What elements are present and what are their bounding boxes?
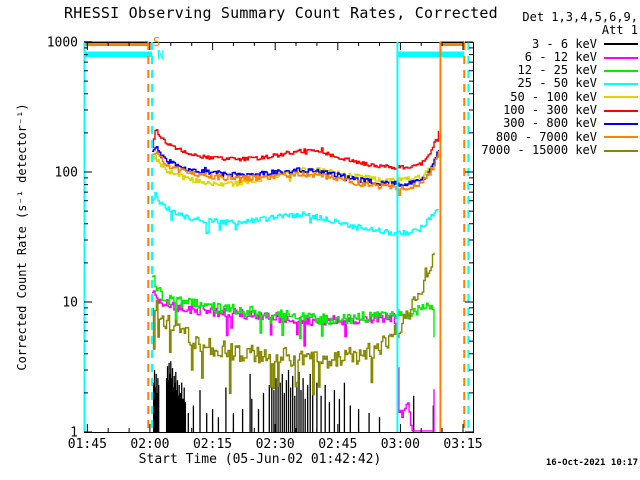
series-100-300keV bbox=[152, 129, 440, 170]
legend-entry-line bbox=[604, 69, 638, 72]
flag-bar-night bbox=[84, 51, 153, 57]
legend-entry-label: 12 - 25 keV bbox=[517, 63, 597, 78]
legend-attenuator-line: Att 1 bbox=[601, 23, 638, 38]
legend-entry-label: 300 - 800 keV bbox=[503, 116, 597, 131]
legend-entry-label: 6 - 12 keV bbox=[524, 49, 597, 64]
y-tick-label: 100 bbox=[55, 166, 78, 181]
legend-entry: 800 - 7000 keV bbox=[481, 129, 638, 144]
legend-entries: 3 - 6 keV 6 - 12 keV 12 - 25 keV 25 - 50 ke… bbox=[481, 36, 638, 158]
legend-entry: 12 - 25 keV bbox=[481, 63, 638, 78]
x-tick-label: 03:00 bbox=[381, 437, 420, 452]
legend-entry-label: 50 - 100 keV bbox=[510, 89, 597, 104]
x-tick-label: 03:15 bbox=[443, 437, 482, 452]
legend-entry: 25 - 50 keV bbox=[481, 77, 638, 90]
flag-bar-saa bbox=[440, 41, 465, 46]
legend-entry-label: 25 - 50 keV bbox=[517, 76, 597, 91]
legend-entry-line bbox=[604, 83, 638, 86]
legend-detectors-line: Det 1,3,4,5,6,9, bbox=[522, 10, 638, 24]
x-tick-label: 01:45 bbox=[68, 437, 107, 452]
series-12-25keV bbox=[152, 275, 435, 340]
legend-entry-label: 100 - 300 keV bbox=[503, 103, 597, 118]
legend-entry-line bbox=[604, 43, 638, 46]
axis-ticks bbox=[84, 41, 473, 433]
legend-entry: 7000 - 15000 keV bbox=[481, 142, 638, 157]
y-axis-label: Corrected Count Rate (s⁻¹ detector⁻¹) bbox=[15, 103, 29, 371]
plot-creation-timestamp: 16-Oct-2021 10:17 bbox=[545, 458, 638, 468]
legend-entry-line bbox=[604, 56, 638, 59]
series-7000-15000keV bbox=[152, 252, 435, 396]
legend-entry: 3 - 6 keV bbox=[481, 36, 638, 51]
legend-entry-label: 800 - 7000 keV bbox=[495, 129, 597, 144]
x-tick-label: 02:45 bbox=[318, 437, 357, 452]
chart-title: RHESSI Observing Summary Count Rates, Co… bbox=[64, 4, 498, 22]
y-tick-label: 1000 bbox=[47, 36, 78, 51]
x-tick-label: 02:30 bbox=[256, 437, 295, 452]
flag-bar-saa bbox=[84, 41, 149, 46]
series-800-7000keV bbox=[152, 150, 440, 196]
legend-entry-line bbox=[604, 123, 638, 126]
saa-flag-label: S bbox=[153, 35, 161, 49]
legend-entry-line bbox=[604, 149, 638, 152]
y-tick-label: 10 bbox=[62, 296, 78, 311]
series-25-50keV bbox=[152, 192, 440, 236]
legend-entry-label: 7000 - 15000 keV bbox=[481, 142, 597, 157]
legend: Det 1,3,4,5,6,9, Att 1 3 - 6 keV 6 - 12 k… bbox=[481, 10, 638, 158]
legend-entry: 50 - 100 keV bbox=[481, 89, 638, 104]
legend-entry-line bbox=[604, 109, 638, 112]
x-axis-label: Start Time (05-Jun-02 01:42:42) bbox=[138, 452, 382, 467]
legend-entry-line bbox=[604, 136, 638, 139]
legend-entry-label: 3 - 6 keV bbox=[531, 36, 597, 51]
x-tick-label: 02:15 bbox=[193, 437, 232, 452]
night-flag-label: N bbox=[157, 48, 165, 62]
series-3-6keV bbox=[153, 361, 434, 432]
legend-entry-line bbox=[604, 96, 638, 99]
flag-bar-night bbox=[397, 51, 465, 57]
y-tick-label: 1 bbox=[70, 426, 78, 441]
legend-entry: 300 - 800 keV bbox=[481, 117, 638, 130]
legend-entry: 6 - 12 keV bbox=[481, 49, 638, 64]
legend-entry: 100 - 300 keV bbox=[481, 103, 638, 118]
x-tick-label: 02:00 bbox=[130, 437, 169, 452]
